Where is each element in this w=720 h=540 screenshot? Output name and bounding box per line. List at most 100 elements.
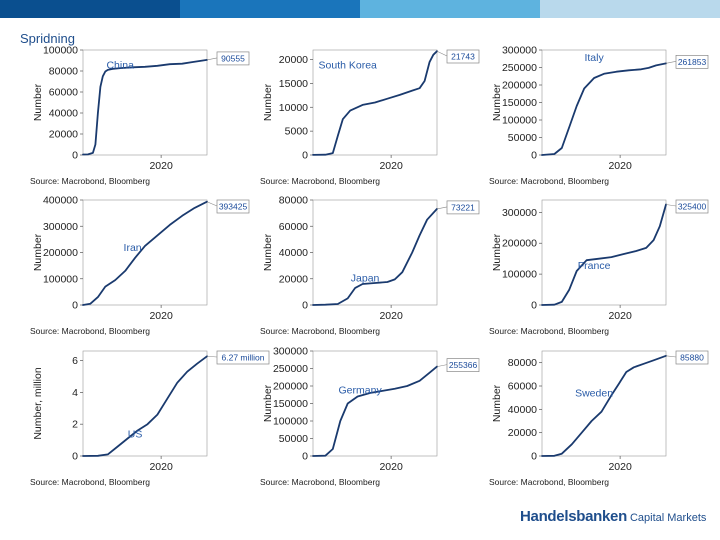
y-tick-label: 150000 bbox=[273, 398, 308, 410]
y-tick-label: 15000 bbox=[279, 78, 308, 90]
y-tick-label: 0 bbox=[72, 150, 78, 162]
y-tick-label: 100000 bbox=[43, 273, 78, 285]
y-axis-label: Number bbox=[262, 83, 274, 121]
y-tick-label: 50000 bbox=[508, 132, 537, 144]
callout-value: 90555 bbox=[221, 53, 245, 63]
y-tick-label: 40000 bbox=[49, 108, 78, 120]
chart-panel-south-korea: 0 5000 10000 15000 20000 Number 2020 South Kore… bbox=[258, 42, 483, 190]
chart-panel-france: 0 100000 200000 300000 Number 2020 France 32540… bbox=[487, 192, 712, 340]
callout-box bbox=[675, 55, 709, 69]
callout-box bbox=[446, 358, 480, 372]
chart-source: Source: Macrobond, Bloomberg bbox=[30, 477, 151, 487]
x-tick-label: 2020 bbox=[379, 160, 403, 172]
y-tick-label: 0 bbox=[531, 300, 537, 312]
y-tick-label: 4 bbox=[72, 387, 78, 399]
chart-panel-iran: 0 100000 200000 300000 400000 Number 2020 Iran 3… bbox=[28, 192, 253, 340]
plot-area bbox=[82, 350, 208, 457]
series-country-label: South Korea bbox=[319, 59, 378, 71]
header-bar-segment bbox=[180, 0, 360, 18]
footer-brand: Handelsbanken bbox=[520, 508, 627, 525]
callout-connector bbox=[206, 355, 218, 358]
chart-panel-italy: 0 50000 100000 150000 200000 250000 300000 Numb… bbox=[487, 42, 712, 190]
y-tick-label: 200000 bbox=[502, 238, 537, 250]
series-country-label: Italy bbox=[584, 52, 604, 64]
callout-value: 73221 bbox=[451, 202, 475, 212]
y-tick-label: 2 bbox=[72, 419, 78, 431]
callout-box bbox=[446, 49, 480, 64]
plot-area bbox=[312, 350, 438, 457]
chart-svg: 0 20000 40000 60000 80000 100000 Number 2020 Chi… bbox=[32, 45, 250, 172]
y-axis-label: Number, million bbox=[32, 367, 44, 440]
callout-connector bbox=[206, 201, 218, 207]
series-line bbox=[312, 50, 438, 156]
y-tick-label: 20000 bbox=[49, 129, 78, 141]
chart-svg: 0 50000 100000 150000 200000 250000 300000 Numb… bbox=[262, 346, 480, 473]
chart-svg: 0 20000 40000 60000 80000 Number 2020 Sweden 858… bbox=[491, 350, 709, 473]
y-tick-label: 400000 bbox=[43, 195, 78, 207]
x-tick-label: 2020 bbox=[608, 310, 632, 322]
x-tick-label: 2020 bbox=[608, 160, 632, 172]
y-axis-label: Number bbox=[491, 384, 503, 422]
series-country-label: Japan bbox=[351, 272, 380, 284]
y-tick-label: 300000 bbox=[502, 45, 537, 57]
y-axis-label: Number bbox=[491, 233, 503, 271]
series-line bbox=[82, 59, 208, 156]
callout-box bbox=[216, 51, 250, 66]
callout-value: 6.27 million bbox=[222, 353, 265, 363]
y-axis-label: Number bbox=[32, 233, 44, 271]
series-country-label: US bbox=[128, 429, 143, 441]
y-tick-label: 0 bbox=[72, 300, 78, 312]
chart-panel-sweden: 0 20000 40000 60000 80000 Number 2020 Sweden 858… bbox=[487, 343, 712, 491]
y-tick-label: 200000 bbox=[43, 247, 78, 259]
series-line bbox=[541, 203, 667, 306]
callout-connector bbox=[665, 355, 677, 358]
y-tick-label: 0 bbox=[302, 451, 308, 463]
chart-source: Source: Macrobond, Bloomberg bbox=[260, 326, 381, 336]
x-tick-label: 2020 bbox=[149, 461, 173, 473]
callout-box bbox=[675, 350, 709, 365]
series-country-label: China bbox=[106, 59, 134, 71]
plot-area bbox=[541, 350, 667, 457]
y-tick-label: 150000 bbox=[502, 97, 537, 109]
series-line bbox=[82, 355, 208, 457]
y-tick-label: 80000 bbox=[49, 66, 78, 78]
chart-svg: 0 20000 40000 60000 80000 Number 2020 Japan 7322… bbox=[262, 195, 480, 322]
header-bar-segment bbox=[540, 0, 720, 18]
series-country-label: Iran bbox=[124, 242, 142, 254]
callout-value: 393425 bbox=[219, 202, 248, 212]
series-line bbox=[541, 354, 667, 457]
plot-area bbox=[82, 49, 208, 156]
chart-source: Source: Macrobond, Bloomberg bbox=[489, 477, 610, 487]
x-tick-label: 2020 bbox=[379, 461, 403, 473]
series-line bbox=[312, 208, 438, 306]
y-tick-label: 300000 bbox=[502, 207, 537, 219]
callout-value: 261853 bbox=[678, 57, 707, 67]
chart-source: Source: Macrobond, Bloomberg bbox=[30, 326, 151, 336]
y-tick-label: 250000 bbox=[273, 363, 308, 375]
callout-box bbox=[675, 199, 709, 214]
callout-value: 255366 bbox=[449, 360, 478, 370]
y-tick-label: 20000 bbox=[508, 427, 537, 439]
x-tick-label: 2020 bbox=[149, 160, 173, 172]
y-tick-label: 20000 bbox=[279, 54, 308, 66]
x-tick-label: 2020 bbox=[149, 310, 173, 322]
callout-connector bbox=[436, 206, 448, 210]
y-tick-label: 40000 bbox=[508, 404, 537, 416]
series-country-label: Germany bbox=[339, 385, 383, 397]
header-color-bar bbox=[0, 0, 720, 18]
y-tick-label: 300000 bbox=[273, 346, 308, 358]
chart-svg: 0 100000 200000 300000 400000 Number 2020 Iran 3… bbox=[32, 195, 250, 322]
chart-panel-china: 0 20000 40000 60000 80000 100000 Number 2020 Chi… bbox=[28, 42, 253, 190]
callout-value: 85880 bbox=[680, 353, 704, 363]
y-tick-label: 80000 bbox=[508, 357, 537, 369]
callout-box bbox=[446, 200, 480, 215]
callout-connector bbox=[436, 50, 448, 57]
y-tick-label: 0 bbox=[72, 451, 78, 463]
chart-panel-us: 0 2 4 6 Number, million 2020 US 6.27 million Sou… bbox=[28, 343, 270, 491]
chart-source: Source: Macrobond, Bloomberg bbox=[489, 176, 610, 186]
callout-box bbox=[216, 350, 270, 365]
series-line bbox=[82, 200, 208, 306]
y-tick-label: 250000 bbox=[502, 62, 537, 74]
callout-value: 325400 bbox=[678, 202, 707, 212]
y-tick-label: 100000 bbox=[43, 45, 78, 57]
